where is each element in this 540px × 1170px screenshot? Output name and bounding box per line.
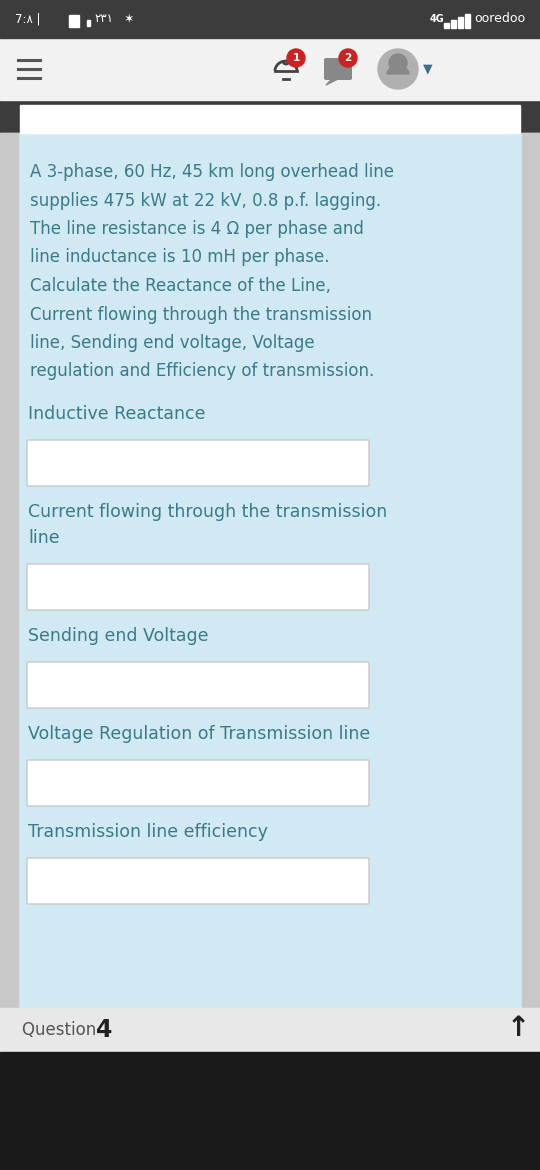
Text: Inductive Reactance: Inductive Reactance	[28, 405, 206, 424]
Text: ▼: ▼	[423, 62, 433, 76]
Bar	[444, 23, 449, 28]
Polygon shape	[326, 78, 340, 85]
FancyBboxPatch shape	[27, 858, 369, 904]
Text: 2: 2	[345, 53, 352, 63]
Text: 4G: 4G	[430, 14, 445, 25]
Bar	[87, 20, 90, 26]
Bar	[465, 14, 470, 28]
Bar	[522, 133, 540, 1010]
Bar	[0, 1052, 540, 1170]
Text: supplies 475 kW at 22 kV, 0.8 p.f. lagging.: supplies 475 kW at 22 kV, 0.8 p.f. laggi…	[30, 192, 381, 209]
Bar	[69, 15, 79, 27]
Text: Sending end Voltage: Sending end Voltage	[28, 627, 208, 645]
Text: ooredoo: ooredoo	[474, 13, 525, 26]
Text: ↑: ↑	[507, 1014, 530, 1042]
Bar	[0, 133, 540, 1010]
Text: regulation and Efficiency of transmission.: regulation and Efficiency of transmissio…	[30, 363, 374, 380]
Text: line inductance is 10 mH per phase.: line inductance is 10 mH per phase.	[30, 248, 329, 267]
Text: Current flowing through the transmission: Current flowing through the transmission	[28, 503, 387, 521]
Bar	[20, 105, 520, 133]
FancyBboxPatch shape	[324, 58, 352, 80]
Text: ۲۳۱: ۲۳۱	[95, 13, 114, 26]
Text: Question: Question	[22, 1021, 102, 1039]
Text: 4: 4	[96, 1018, 112, 1042]
FancyBboxPatch shape	[27, 760, 369, 806]
Text: line: line	[28, 529, 59, 548]
Bar	[124, 1099, 146, 1121]
Text: Voltage Regulation of Transmission line: Voltage Regulation of Transmission line	[28, 725, 370, 743]
Bar	[68, 14, 86, 28]
Text: Current flowing through the transmission: Current flowing through the transmission	[30, 305, 372, 323]
Bar	[0, 37, 540, 99]
Text: 1: 1	[292, 53, 300, 63]
FancyBboxPatch shape	[27, 564, 369, 610]
Text: Calculate the Reactance of the Line,: Calculate the Reactance of the Line,	[30, 277, 331, 295]
FancyBboxPatch shape	[27, 440, 369, 486]
FancyBboxPatch shape	[27, 662, 369, 708]
Text: 7:۸ |: 7:۸ |	[15, 13, 40, 26]
Text: A 3-phase, 60 Hz, 45 km long overhead line: A 3-phase, 60 Hz, 45 km long overhead li…	[30, 163, 394, 181]
Text: The line resistance is 4 Ω per phase and: The line resistance is 4 Ω per phase and	[30, 220, 364, 238]
Bar	[0, 133, 18, 1010]
Bar	[0, 1009, 540, 1052]
Text: Transmission line efficiency: Transmission line efficiency	[28, 823, 268, 841]
Text: ✶: ✶	[124, 13, 134, 26]
Circle shape	[389, 54, 407, 73]
Polygon shape	[387, 66, 409, 74]
Bar	[0, 0, 540, 37]
Circle shape	[287, 49, 305, 67]
Bar	[458, 18, 463, 28]
Text: line, Sending end voltage, Voltage: line, Sending end voltage, Voltage	[30, 333, 315, 352]
Circle shape	[339, 49, 357, 67]
Bar	[451, 20, 456, 28]
Circle shape	[378, 49, 418, 89]
